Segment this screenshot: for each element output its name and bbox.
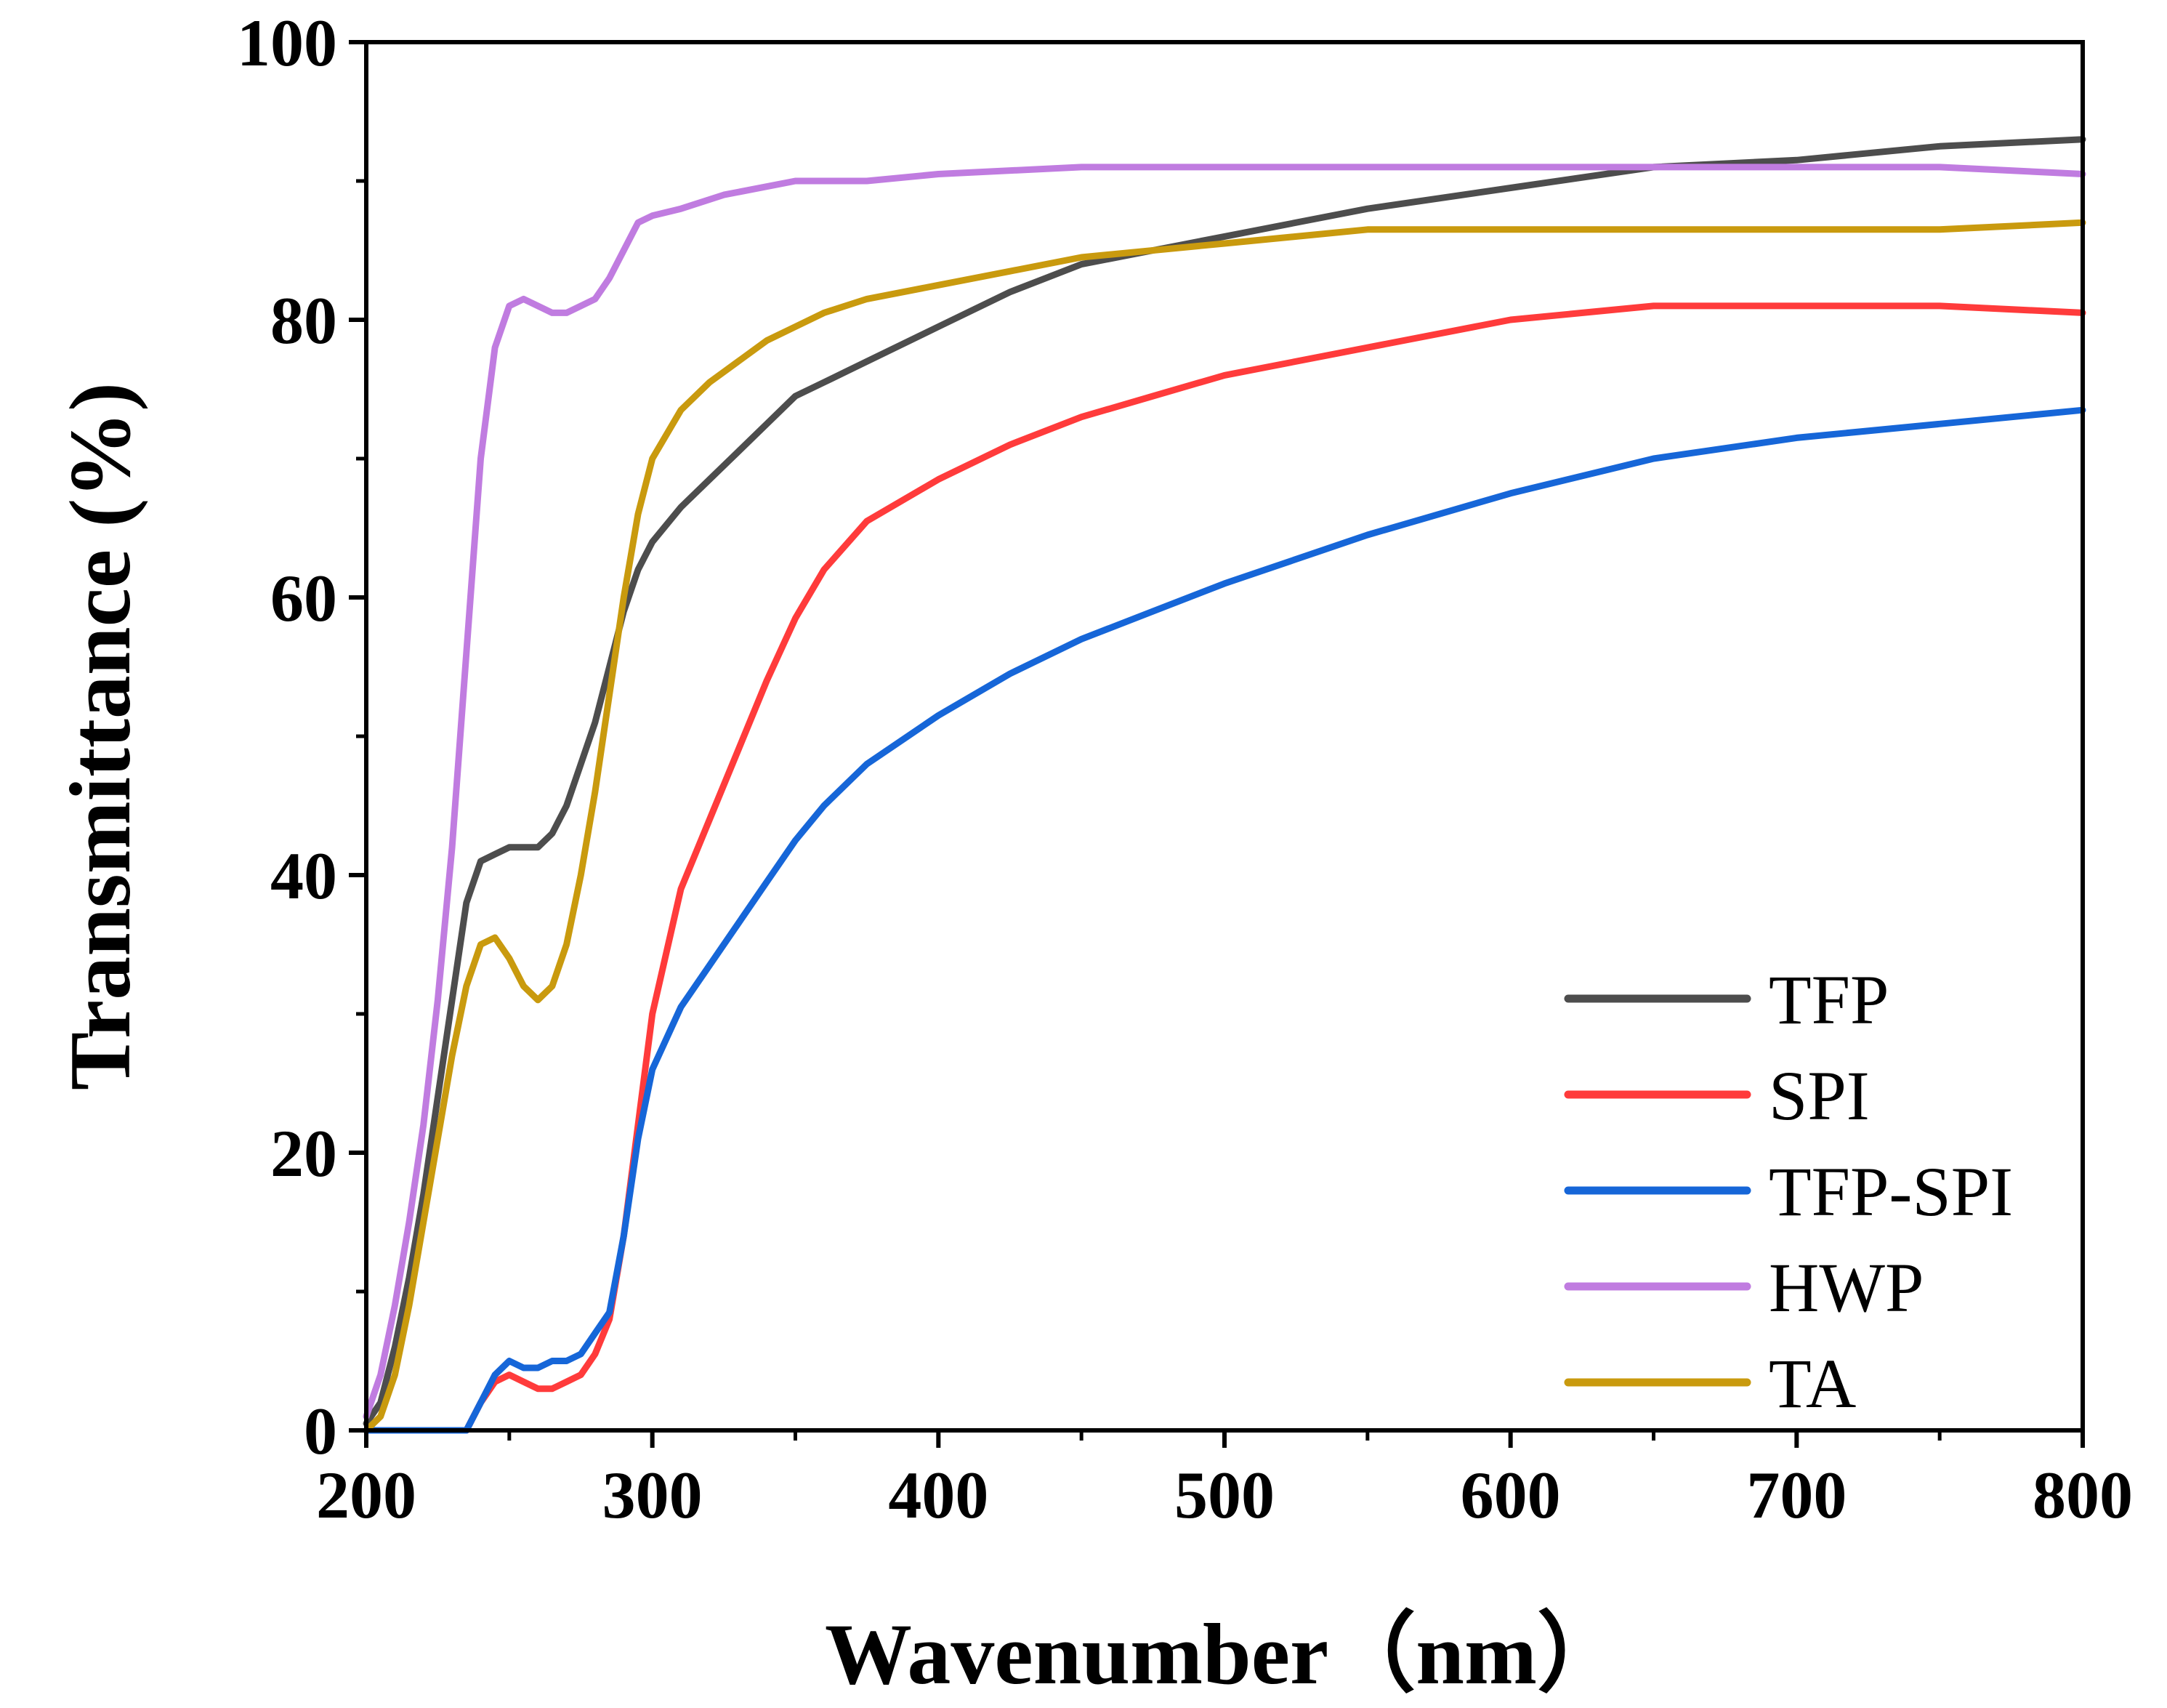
- y-tick-label: 0: [304, 1394, 337, 1468]
- axes: [349, 40, 2085, 1448]
- legend-label: SPI: [1769, 1057, 1870, 1135]
- x-tick-label: 400: [888, 1458, 988, 1532]
- y-tick-label: 60: [270, 561, 337, 635]
- x-tick-label: 300: [602, 1458, 703, 1532]
- x-tick-label: 600: [1461, 1458, 1561, 1532]
- x-tick-label: 500: [1174, 1458, 1275, 1532]
- series-line-spi: [363, 302, 2086, 1434]
- series-line-tfp-spi: [363, 406, 2086, 1434]
- y-tick-label: 20: [270, 1116, 337, 1191]
- y-tick-label: 40: [270, 839, 337, 913]
- series-line-hwp: [363, 164, 2086, 1420]
- x-axis-title: Wavenumber（nm）: [825, 1606, 1624, 1702]
- series-line-ta: [363, 219, 2086, 1434]
- tick-labels: 200 300 400 500 600 700 800 0 20 40 60 80 100: [237, 6, 2133, 1532]
- x-tick-label: 200: [316, 1458, 416, 1532]
- legend-label: TA: [1769, 1345, 1856, 1422]
- series-line-tfp: [363, 136, 2086, 1427]
- legend-label: TFP: [1769, 961, 1889, 1039]
- y-axis-title: Transmittance (%): [52, 382, 148, 1090]
- legend-label: HWP: [1769, 1249, 1924, 1326]
- y-tick-label: 80: [270, 283, 337, 358]
- x-tick-label: 800: [2033, 1458, 2133, 1532]
- series-lines: [363, 136, 2086, 1434]
- legend-label: TFP-SPI: [1769, 1153, 2013, 1230]
- x-tick-label: 700: [1746, 1458, 1847, 1532]
- y-tick-label: 100: [237, 6, 337, 80]
- legend: TFP SPI TFP-SPI HWP TA: [1564, 961, 2013, 1422]
